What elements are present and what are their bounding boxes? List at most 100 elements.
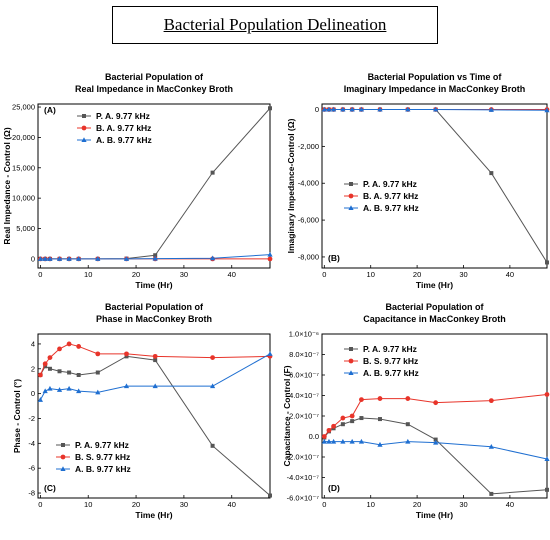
data-point [76,344,82,349]
data-point [340,422,345,427]
y-tick-label: 4 [31,339,35,348]
y-tick-label: -2.0×10⁻⁷ [287,453,320,462]
panel-letter: (B) [328,253,340,263]
data-point [331,423,336,429]
data-point [153,358,158,363]
legend-marker [61,443,65,447]
x-tick-label: 40 [228,270,236,279]
legend-entry: B. S. 9.77 kHz [363,356,418,366]
data-point [66,256,72,261]
main-title: Bacterial Population Delineation [163,15,387,34]
data-point [152,255,158,261]
legend-entry: P. A. 9.77 kHz [75,440,129,450]
chart-b: Bacterial Population vs Time of Imaginary… [286,72,550,290]
x-tick-label: 10 [367,500,375,509]
data-point [76,256,82,261]
y-tick-label: -4 [28,439,35,448]
series-line [39,355,271,496]
legend-entry: A. B. 9.77 kHz [363,368,419,378]
data-point [405,396,411,401]
legend-marker [60,454,66,460]
legend-marker [82,114,86,118]
panel-letter: (D) [328,483,340,493]
legend-marker [349,182,353,186]
data-point [321,438,327,444]
y-tick-label: -6,000 [298,216,319,225]
data-point [67,370,72,375]
data-point [326,438,332,444]
data-point [152,353,158,359]
y-tick-label: 0 [315,105,319,114]
data-point [152,383,158,389]
y-tick-label: 6.0×10⁻⁷ [289,371,319,380]
data-point [57,346,62,352]
y-tick-label: -2,000 [298,142,319,151]
data-point [66,341,72,347]
data-point [267,251,273,257]
x-tick-label: 10 [84,270,92,279]
data-point [377,106,383,112]
data-point [56,256,63,261]
y-tick-label: 5,000 [16,224,35,233]
y-axis-label: Capacitance - Control (F) [282,365,292,466]
legend-entry: P. A. 9.77 kHz [363,344,417,354]
data-point [321,106,327,112]
chart-title: Bacterial Population of [105,72,204,82]
x-tick-label: 20 [413,270,421,279]
legend-marker [348,193,354,199]
data-point [405,106,411,112]
legend-entry: P. A. 9.77 kHz [96,111,150,121]
data-point [433,106,439,112]
y-tick-label: 20,000 [12,133,35,142]
data-point [545,487,549,492]
data-point [47,256,53,261]
x-tick-label: 30 [459,500,467,509]
legend: P. A. 9.77 kHz B. S. 9.77 kHz A. B. 9.77 k… [344,344,419,378]
x-tick-label: 0 [38,500,42,509]
y-tick-label: 2 [31,364,35,373]
data-point [42,361,48,367]
y-tick-label: 1.0×10⁻⁶ [289,330,319,339]
x-tick-label: 0 [322,270,326,279]
data-point [267,351,273,356]
data-point [340,106,346,112]
data-point [95,389,101,395]
series-3 [321,106,550,113]
legend-marker [81,137,87,142]
data-point [76,388,82,394]
y-tick-label: -8 [28,489,35,498]
series-1 [38,106,272,261]
data-point [95,256,101,261]
data-point [350,419,355,424]
y-tick-label: 0.0 [309,432,319,441]
series-1 [322,107,549,265]
data-point [358,106,365,112]
series-3 [321,438,550,462]
x-tick-label: 30 [459,270,467,279]
x-tick-label: 20 [132,500,140,509]
x-tick-label: 0 [38,270,42,279]
data-point [544,392,550,397]
legend: P. A. 9.77 kHz B. S. 9.77 kHz A. B. 9.77 k… [56,440,131,474]
data-point [405,422,410,427]
data-point [433,439,439,445]
panel-letter: (A) [44,105,56,115]
data-point [124,354,129,359]
legend-entry: B. S. 9.77 kHz [75,452,130,462]
data-point [349,438,355,444]
x-tick-label: 40 [228,500,236,509]
data-point [268,493,272,498]
data-point [209,255,216,261]
legend-marker [348,205,354,210]
data-point [349,106,355,112]
x-axis-label: Time (Hr) [135,510,172,520]
data-point [433,400,439,406]
series-line [324,109,548,263]
data-point [377,417,382,422]
y-axis-label: Real Impedance - Control (Ω) [2,127,12,244]
y-tick-label: 15,000 [12,163,35,172]
x-tick-label: 10 [367,270,375,279]
x-tick-label: 40 [506,270,514,279]
chart-title: Bacterial Population vs Time of [368,72,503,82]
data-point [47,366,52,371]
